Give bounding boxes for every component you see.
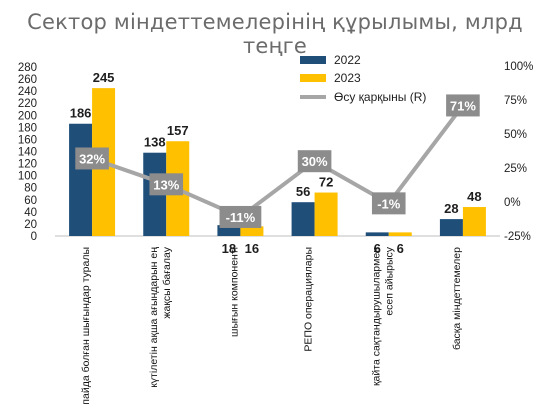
bar-value-label: 245 [93, 70, 115, 85]
growth-label-box [219, 205, 262, 228]
bar-2022 [217, 225, 241, 236]
growth-label-box [149, 173, 184, 196]
bar-2022 [365, 232, 389, 236]
category-label: жақсы бағалау [161, 246, 173, 318]
y-left-tick-label: 280 [18, 62, 37, 74]
bar-value-label: 72 [319, 175, 333, 190]
y-right-tick-label: 50% [504, 129, 527, 141]
bar-value-label: 16 [245, 241, 259, 256]
growth-label: 32% [79, 151, 105, 166]
y-right-tick-label: 0% [504, 197, 521, 209]
bar-value-label: 6 [397, 241, 404, 256]
bar-value-label: 6 [374, 241, 381, 256]
growth-label-box [371, 192, 406, 215]
y-left-tick-label: 200 [18, 110, 37, 122]
growth-label-box [446, 94, 480, 117]
y-left-tick-label: 0 [31, 231, 37, 243]
bar-2022 [439, 219, 463, 236]
growth-label: 71% [450, 98, 476, 113]
category-label: шығын компоненті [228, 247, 240, 337]
y-left-tick-label: 140 [18, 147, 37, 159]
bar-value-label: 28 [444, 201, 458, 216]
category-label: есеп айырысу [383, 246, 395, 315]
category-label: басқа міндеттемелер [451, 247, 463, 350]
category-label: пайда болған шығындар туралы [80, 247, 92, 405]
legend-label: Өсу қарқыны (R) [334, 90, 426, 104]
growth-label: -1% [377, 196, 401, 211]
y-right-tick-label: -25% [504, 231, 531, 243]
y-left-tick-label: 240 [18, 86, 37, 98]
bar-2023 [462, 207, 486, 236]
y-left-tick-label: 120 [18, 159, 37, 171]
growth-label: 30% [302, 154, 328, 169]
bar-value-label: 138 [144, 135, 166, 150]
bar-value-label: 157 [167, 123, 189, 138]
chart-title: Сектор міндеттемелерінің құрылымы, млрд … [27, 10, 523, 58]
y-left-tick-label: 20 [24, 219, 37, 231]
y-left-tick-label: 100 [18, 171, 37, 183]
y-left-tick-label: 60 [24, 195, 37, 207]
bar-value-label: 56 [296, 184, 310, 199]
legend-swatch-2022 [300, 56, 326, 64]
growth-label: -11% [226, 210, 256, 225]
y-right-tick-label: 100% [504, 61, 533, 73]
growth-label-box [75, 147, 109, 170]
category-label: қайта сақтандырушылармен [370, 247, 382, 386]
legend-label: 2022 [334, 53, 361, 67]
bar-2023 [314, 192, 338, 236]
legend-swatch-2023 [300, 74, 326, 82]
y-right-tick-label: 25% [504, 163, 527, 175]
bar-value-label: 48 [467, 189, 481, 204]
y-left-tick-label: 80 [24, 183, 37, 195]
y-left-tick-label: 260 [18, 74, 37, 86]
y-left-tick-label: 220 [18, 98, 37, 110]
growth-label: 13% [153, 177, 179, 192]
growth-label-box [297, 150, 332, 173]
bar-2023 [240, 226, 264, 236]
bar-2023 [388, 232, 412, 236]
bar-2022 [291, 202, 315, 236]
bar-value-label: 18 [222, 241, 236, 256]
category-label: күтілетін ақша ағындарын ең [148, 247, 160, 388]
y-right-tick-label: 75% [504, 95, 527, 107]
y-left-tick-label: 160 [18, 134, 37, 146]
y-left-tick-label: 40 [24, 207, 37, 219]
bar-value-label: 186 [70, 106, 92, 121]
category-label: РЕПО операциялары [303, 247, 315, 352]
legend-label: 2023 [334, 71, 361, 85]
bar-2022 [69, 123, 93, 236]
y-left-tick-label: 180 [18, 122, 37, 134]
